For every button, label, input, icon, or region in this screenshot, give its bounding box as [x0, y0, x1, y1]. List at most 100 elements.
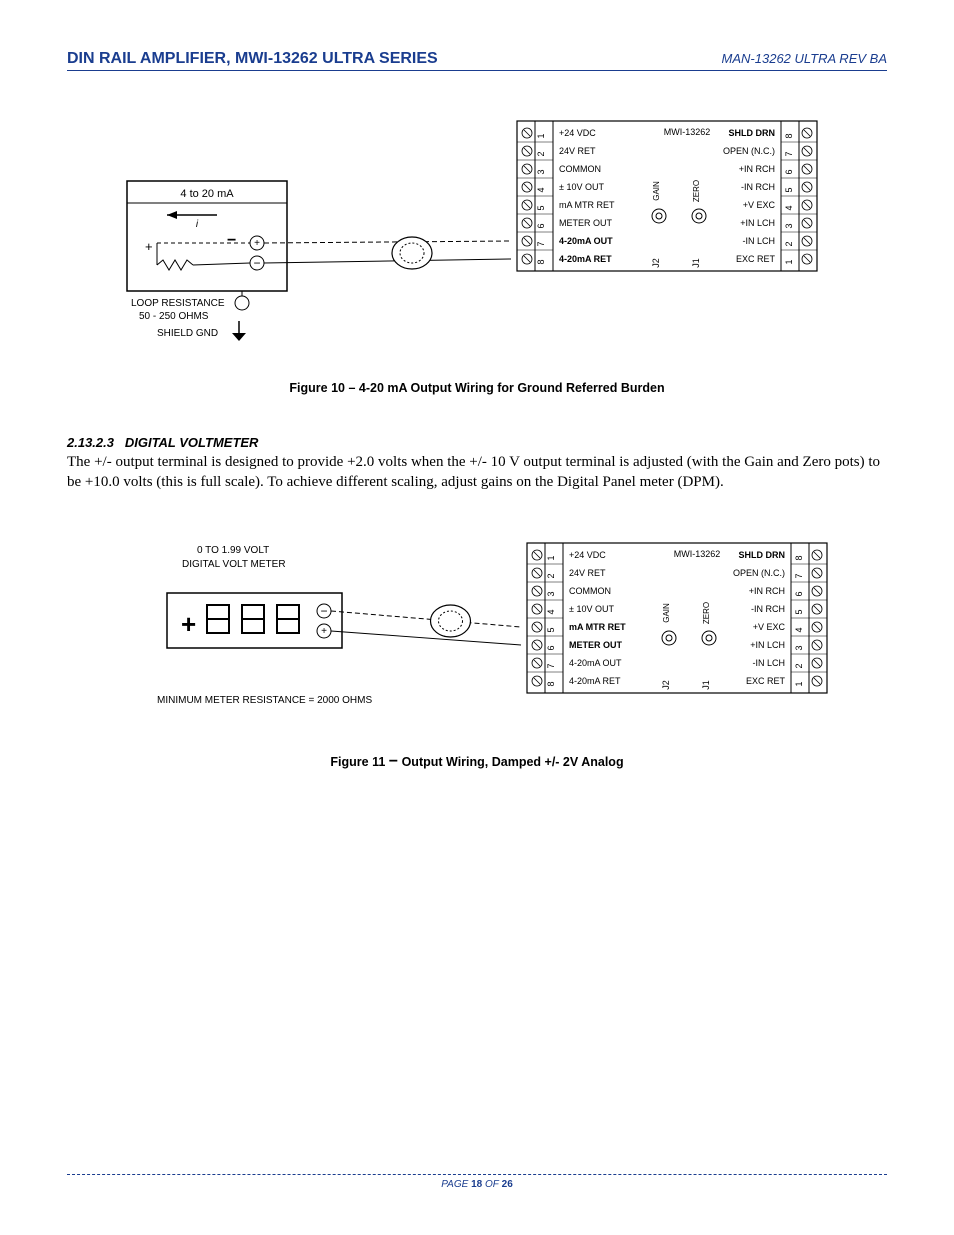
svg-text:SHIELD GND: SHIELD GND: [157, 328, 218, 339]
figure-11-caption-prefix: Figure 11: [330, 755, 388, 769]
svg-text:MWI-13262: MWI-13262: [674, 549, 721, 559]
footer-of: OF: [485, 1179, 499, 1190]
svg-text:5: 5: [546, 627, 556, 632]
svg-text:-IN LCH: -IN LCH: [752, 658, 785, 668]
svg-text:6: 6: [546, 645, 556, 650]
page-footer: PAGE 18 OF 26: [67, 1174, 887, 1190]
svg-text:−: −: [227, 232, 236, 249]
svg-text:METER OUT: METER OUT: [569, 640, 623, 650]
svg-text:8: 8: [784, 133, 794, 138]
figure-10-caption: Figure 10 – 4-20 mA Output Wiring for Gr…: [67, 381, 887, 395]
svg-text:J2: J2: [651, 258, 661, 268]
svg-text:4: 4: [794, 627, 804, 632]
svg-text:2: 2: [794, 663, 804, 668]
svg-text:+IN LCH: +IN LCH: [750, 640, 785, 650]
svg-text:± 10V OUT: ± 10V OUT: [569, 604, 614, 614]
figure-10-diagram: 1+24 VDC224V RET3COMMON4± 10V OUT5mA MTR…: [117, 101, 837, 361]
header-left: DIN RAIL AMPLIFIER, MWI-13262 ULTRA SERI…: [67, 50, 438, 68]
svg-text:6: 6: [784, 169, 794, 174]
svg-text:−: −: [320, 604, 327, 618]
svg-text:8: 8: [546, 681, 556, 686]
footer-total: 26: [502, 1179, 513, 1190]
svg-text:7: 7: [794, 573, 804, 578]
section-heading: 2.13.2.3 DIGITAL VOLTMETER: [67, 435, 887, 450]
svg-text:4 to 20 mA: 4 to 20 mA: [180, 188, 234, 200]
figure-11-caption-suffix: Output Wiring, Damped +/- 2V Analog: [398, 755, 623, 769]
svg-text:+IN RCH: +IN RCH: [749, 586, 785, 596]
svg-text:DIGITAL VOLT METER: DIGITAL VOLT METER: [182, 559, 286, 570]
svg-text:4-20mA RET: 4-20mA RET: [559, 254, 612, 264]
svg-text:1: 1: [784, 259, 794, 264]
svg-text:mA MTR RET: mA MTR RET: [569, 622, 626, 632]
svg-text:3: 3: [784, 223, 794, 228]
svg-text:6: 6: [794, 591, 804, 596]
svg-text:ZERO: ZERO: [702, 601, 711, 623]
svg-text:+24 VDC: +24 VDC: [559, 128, 596, 138]
svg-text:+V EXC: +V EXC: [743, 200, 776, 210]
svg-text:0 TO 1.99 VOLT: 0 TO 1.99 VOLT: [197, 545, 269, 556]
svg-text:J1: J1: [701, 680, 711, 690]
svg-text:2: 2: [546, 573, 556, 578]
svg-text:8: 8: [794, 555, 804, 560]
svg-text:4-20mA RET: 4-20mA RET: [569, 676, 621, 686]
svg-text:LOOP RESISTANCE: LOOP RESISTANCE: [131, 298, 225, 309]
svg-text:4-20mA OUT: 4-20mA OUT: [559, 236, 613, 246]
svg-text:mA MTR RET: mA MTR RET: [559, 200, 615, 210]
footer-page-number: 18: [471, 1179, 482, 1190]
svg-text:4-20mA OUT: 4-20mA OUT: [569, 658, 622, 668]
svg-text:4: 4: [536, 187, 546, 192]
footer-page-label: PAGE: [441, 1179, 468, 1190]
svg-text:OPEN (N.C.): OPEN (N.C.): [733, 568, 785, 578]
svg-text:J2: J2: [661, 680, 671, 690]
svg-text:24V RET: 24V RET: [569, 568, 606, 578]
svg-text:+V EXC: +V EXC: [753, 622, 786, 632]
svg-text:OPEN (N.C.): OPEN (N.C.): [723, 146, 775, 156]
svg-text:5: 5: [784, 187, 794, 192]
svg-text:EXC RET: EXC RET: [736, 254, 776, 264]
svg-text:6: 6: [536, 223, 546, 228]
section-title: DIGITAL VOLTMETER: [125, 435, 259, 450]
svg-text:-IN RCH: -IN RCH: [741, 182, 775, 192]
svg-text:+: +: [321, 626, 327, 637]
svg-text:+24 VDC: +24 VDC: [569, 550, 606, 560]
svg-text:1: 1: [546, 555, 556, 560]
svg-text:J1: J1: [691, 258, 701, 268]
svg-text:GAIN: GAIN: [662, 603, 671, 623]
page-header: DIN RAIL AMPLIFIER, MWI-13262 ULTRA SERI…: [67, 50, 887, 71]
svg-text:COMMON: COMMON: [569, 586, 611, 596]
svg-text:+: +: [145, 239, 153, 254]
svg-text:7: 7: [546, 663, 556, 668]
svg-text:-IN RCH: -IN RCH: [751, 604, 785, 614]
svg-text:4: 4: [784, 205, 794, 210]
svg-text:EXC RET: EXC RET: [746, 676, 786, 686]
figure-11-caption-dash: −: [389, 753, 398, 770]
svg-text:2: 2: [536, 151, 546, 156]
svg-text:+IN LCH: +IN LCH: [740, 218, 775, 228]
svg-text:7: 7: [536, 241, 546, 246]
svg-text:50 - 250 OHMS: 50 - 250 OHMS: [139, 311, 209, 322]
svg-text:1: 1: [536, 133, 546, 138]
section-number: 2.13.2.3: [67, 435, 114, 450]
svg-text:5: 5: [536, 205, 546, 210]
header-right: MAN-13262 ULTRA REV BA: [722, 51, 887, 66]
svg-text:4: 4: [546, 609, 556, 614]
svg-text:SHLD DRN: SHLD DRN: [729, 128, 776, 138]
svg-text:GAIN: GAIN: [652, 181, 661, 201]
svg-text:−: −: [253, 256, 260, 270]
svg-text:7: 7: [784, 151, 794, 156]
body-paragraph: The +/- output terminal is designed to p…: [67, 452, 887, 493]
page: DIN RAIL AMPLIFIER, MWI-13262 ULTRA SERI…: [67, 50, 887, 1200]
svg-text:-IN LCH: -IN LCH: [742, 236, 775, 246]
svg-text:+: +: [181, 609, 196, 639]
svg-text:+: +: [254, 238, 260, 249]
figure-11-diagram: 1+24 VDC224V RET3COMMON4± 10V OUT5mA MTR…: [117, 523, 837, 733]
svg-text:3: 3: [536, 169, 546, 174]
svg-text:1: 1: [794, 681, 804, 686]
svg-text:2: 2: [784, 241, 794, 246]
figure-11-caption: Figure 11 − Output Wiring, Damped +/- 2V…: [67, 753, 887, 771]
svg-text:i: i: [196, 219, 199, 230]
svg-text:COMMON: COMMON: [559, 164, 601, 174]
svg-text:METER OUT: METER OUT: [559, 218, 613, 228]
svg-text:ZERO: ZERO: [692, 180, 701, 202]
svg-text:MINIMUM METER RESISTANCE = 200: MINIMUM METER RESISTANCE = 2000 OHMS: [157, 695, 372, 706]
